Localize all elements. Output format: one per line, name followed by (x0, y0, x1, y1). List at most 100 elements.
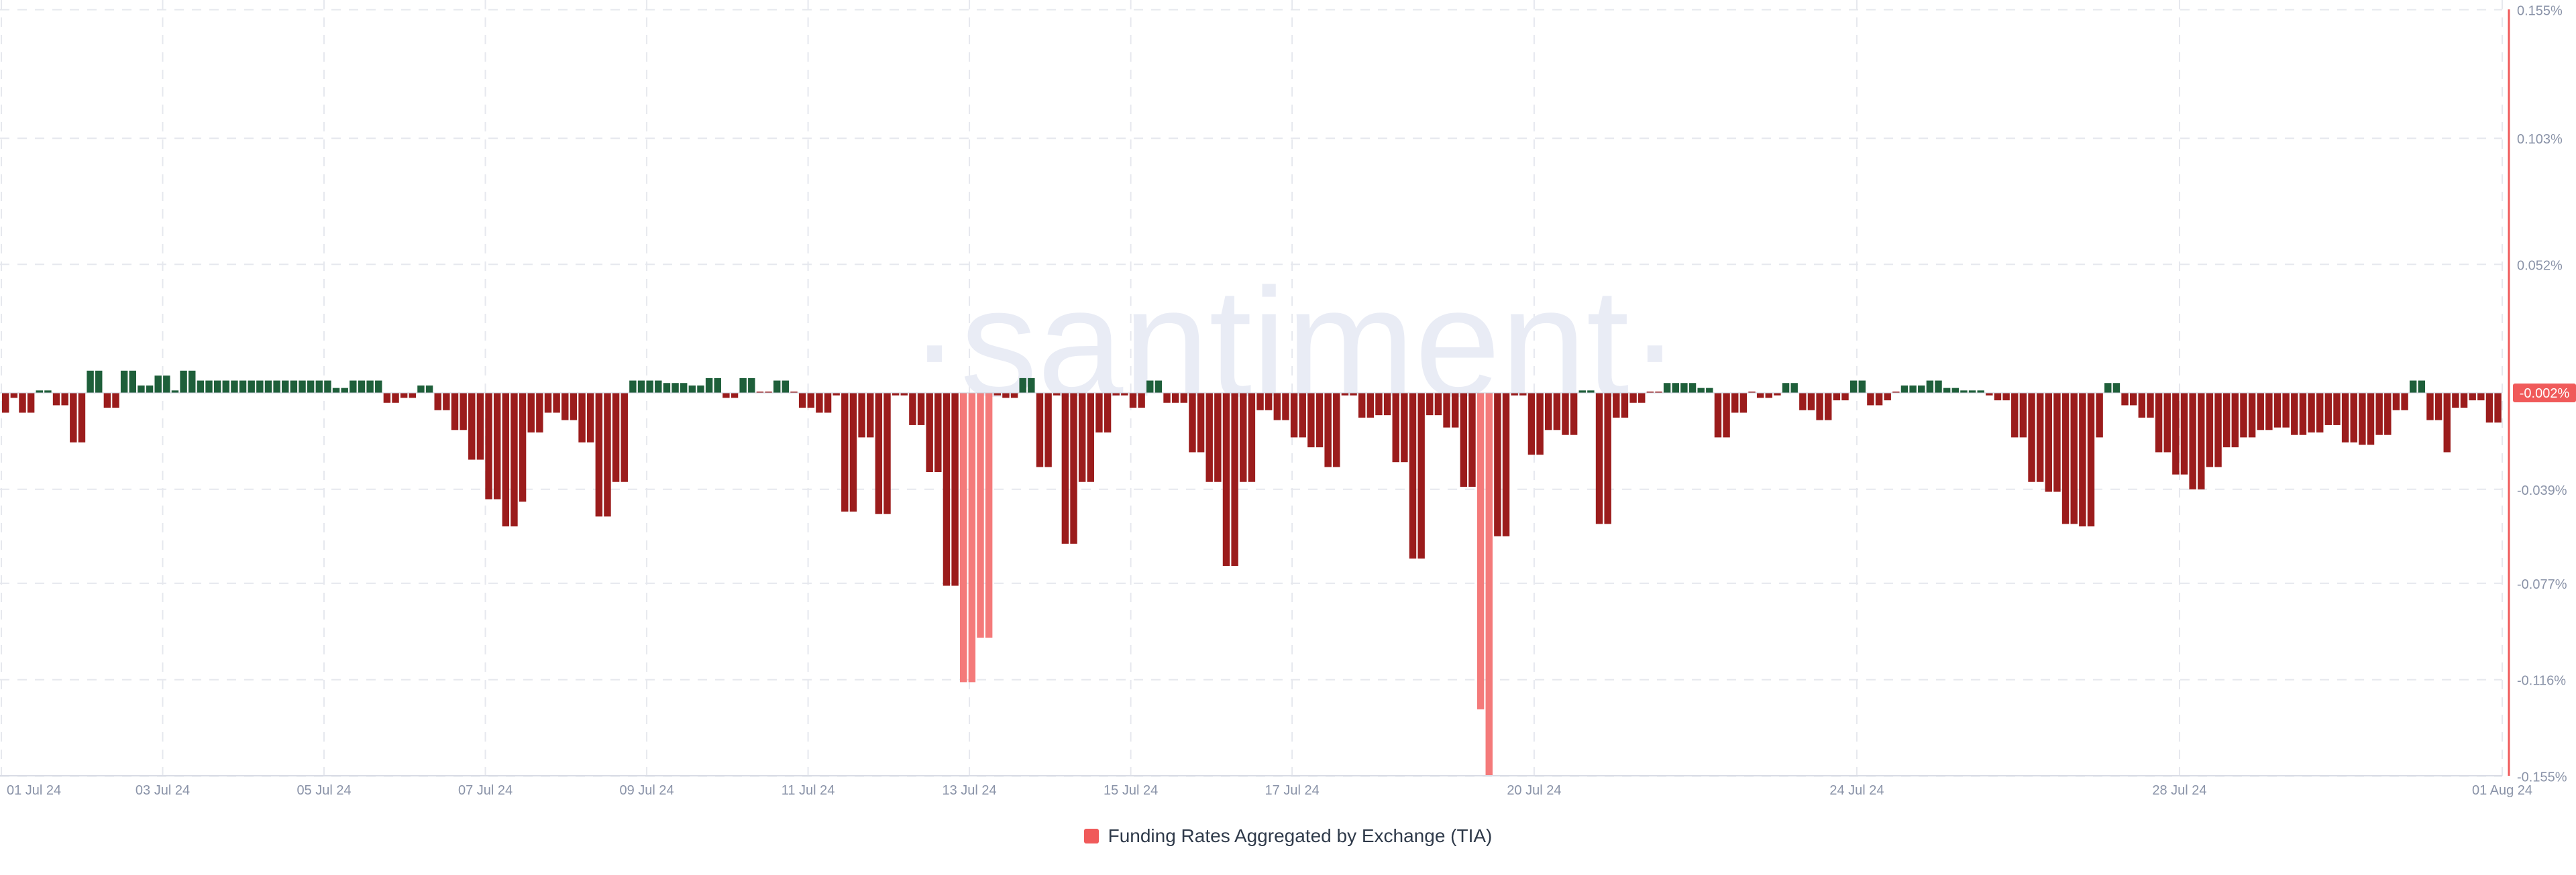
bar (1053, 393, 1061, 396)
bar (1527, 393, 1536, 455)
bar (680, 383, 688, 393)
bar (748, 377, 755, 393)
bar (256, 380, 264, 393)
bar (248, 380, 255, 393)
bar (2452, 393, 2459, 408)
bar (2291, 393, 2298, 435)
bar (1926, 380, 1934, 393)
bar (519, 393, 527, 502)
bar (1028, 377, 1035, 393)
bar (875, 393, 883, 514)
bar (282, 380, 289, 393)
bar (222, 380, 230, 393)
bar (502, 393, 510, 527)
bar (1494, 393, 1501, 536)
x-tick-label: 13 Jul 24 (943, 783, 997, 798)
bar (1960, 390, 1968, 393)
bar (273, 380, 280, 393)
y-tick-label: -0.116% (2517, 674, 2566, 689)
legend: Funding Rates Aggregated by Exchange (TI… (0, 819, 2576, 853)
y-tick-label: 0.103% (2517, 132, 2563, 147)
bar (2011, 393, 2019, 438)
bar (798, 393, 806, 408)
y-tick-label: -0.039% (2517, 483, 2567, 498)
bar (2061, 393, 2070, 524)
bar (2189, 393, 2196, 489)
bar (1299, 393, 1306, 438)
bar (1180, 393, 1188, 403)
bar (392, 393, 399, 403)
bar (1401, 393, 1408, 463)
x-tick-label: 03 Jul 24 (136, 783, 190, 798)
bar (1002, 393, 1010, 398)
bar (290, 380, 298, 393)
bar (1595, 393, 1603, 524)
bar (2002, 393, 2010, 401)
bar (1968, 390, 1976, 393)
bar (1044, 393, 1052, 467)
bar (1248, 393, 1256, 482)
bar (10, 393, 18, 398)
bar (2308, 393, 2315, 432)
bar (1350, 393, 1357, 396)
bar (1875, 393, 1883, 406)
bar (968, 393, 976, 683)
bar (213, 380, 221, 393)
bar (536, 393, 543, 432)
x-tick-label: 20 Jul 24 (1507, 783, 1561, 798)
bar (1256, 393, 1264, 410)
bar (52, 393, 60, 406)
bar (1307, 393, 1315, 448)
bar (544, 393, 552, 413)
bar (985, 393, 993, 638)
bar (1129, 393, 1137, 408)
bar (629, 380, 637, 393)
bar (1061, 393, 1069, 544)
bar (1070, 393, 1077, 544)
bar (790, 392, 798, 393)
bar (2206, 393, 2214, 467)
bar (1536, 393, 1544, 455)
bar (1240, 393, 1247, 482)
bar (2324, 393, 2332, 425)
bar (2045, 393, 2053, 492)
bar (1087, 393, 1095, 482)
bar (1010, 393, 1018, 398)
bar (2096, 393, 2103, 438)
legend-swatch (1083, 829, 1099, 843)
bar (409, 393, 417, 398)
bar (1578, 390, 1586, 393)
x-tick-label: 24 Jul 24 (1829, 783, 1884, 798)
bar (773, 380, 781, 393)
bar (1604, 393, 1611, 524)
x-tick-label: 01 Jul 24 (7, 783, 61, 798)
bar (697, 385, 704, 393)
bar (1019, 377, 1026, 393)
bar (2121, 393, 2129, 406)
bar (1562, 393, 1569, 435)
bar (994, 393, 1001, 396)
bar (2070, 393, 2078, 524)
bar (1443, 393, 1450, 428)
bar (1417, 393, 1425, 559)
bar (315, 380, 323, 393)
bar (2163, 393, 2171, 453)
bar (909, 393, 916, 425)
bar (1544, 393, 1552, 430)
bar (1943, 388, 1951, 393)
bar (2401, 393, 2408, 410)
bar (1383, 393, 1391, 416)
x-tick-label: 17 Jul 24 (1265, 783, 1320, 798)
bar (2460, 393, 2468, 408)
bar (1477, 393, 1485, 709)
bar (1502, 393, 1510, 536)
bar (1994, 393, 2002, 401)
bar (1613, 393, 1620, 418)
bar (951, 393, 959, 586)
bar (1138, 393, 1145, 408)
bar (2019, 393, 2027, 438)
bar (205, 380, 213, 393)
y-tick-label: -0.077% (2517, 577, 2567, 592)
bar (2087, 393, 2095, 527)
bar (1765, 393, 1772, 398)
